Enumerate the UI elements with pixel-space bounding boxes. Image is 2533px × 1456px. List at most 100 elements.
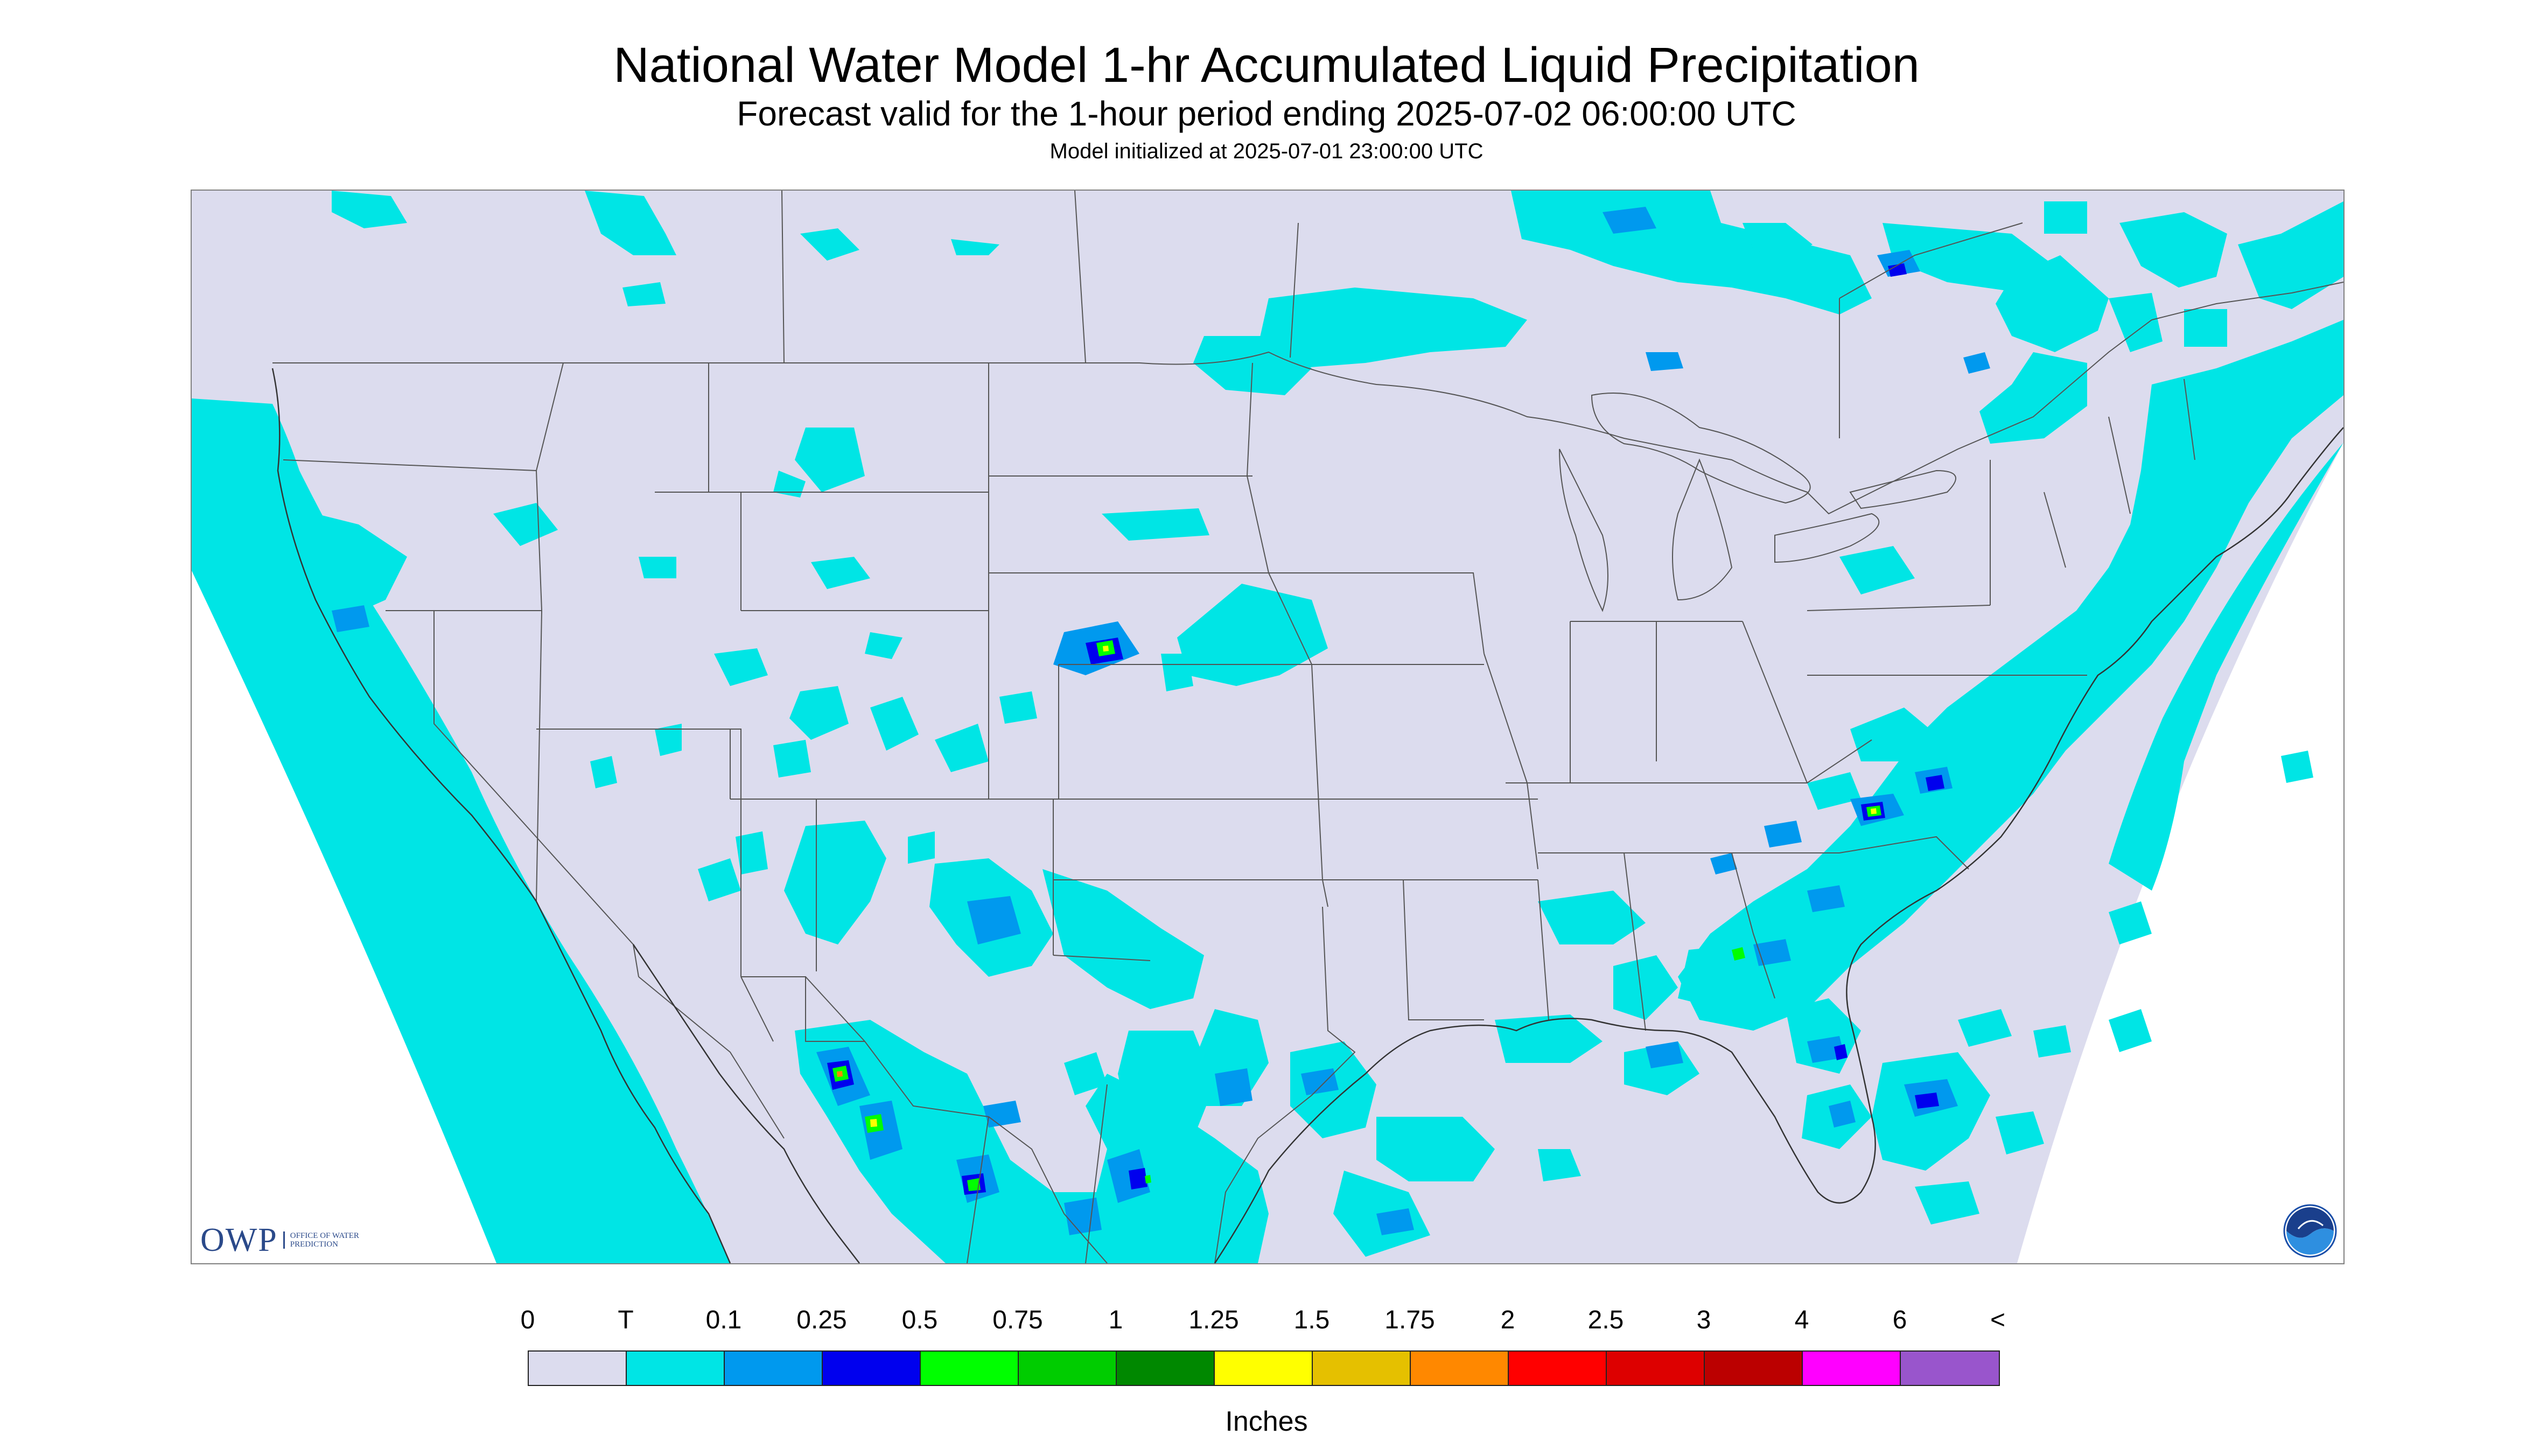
legend-label: 4	[1794, 1306, 1809, 1334]
legend-label: 2.5	[1587, 1306, 1624, 1334]
legend-label: 1	[1108, 1306, 1123, 1334]
state-boundaries	[272, 191, 2343, 1263]
intense-precip-cell	[967, 1178, 981, 1191]
intense-precip-cell	[1103, 646, 1109, 652]
heavy-precip-cell	[1926, 775, 1944, 791]
legend-swatch	[1705, 1352, 1803, 1385]
map-title: National Water Model 1-hr Accumulated Li…	[613, 38, 1920, 93]
precip-patch	[1102, 508, 1209, 541]
legend-label: 0	[520, 1306, 535, 1334]
precip-patch	[951, 239, 999, 255]
precip-cell	[1710, 853, 1737, 874]
precip-cell	[1376, 1208, 1414, 1235]
precip-cell	[1807, 885, 1845, 912]
legend-swatch	[1509, 1352, 1607, 1385]
precip-patch	[2109, 901, 2152, 944]
precip-patch	[736, 831, 768, 874]
precip-patch	[655, 724, 682, 756]
precip-cell	[1107, 1149, 1150, 1203]
legend-label: 1.25	[1188, 1306, 1239, 1334]
precip-patch	[795, 1020, 1269, 1263]
precip-cell	[967, 896, 1021, 944]
precip-patch	[714, 648, 768, 686]
precip-cell	[332, 605, 369, 632]
intense-precip-cell	[837, 1071, 843, 1077]
legend-swatch	[1607, 1352, 1705, 1385]
precip-patch	[585, 191, 676, 255]
legend-swatch	[1313, 1352, 1411, 1385]
precip-patch	[332, 191, 407, 228]
precipitation-map[interactable]	[191, 190, 2345, 1264]
coastlines	[271, 368, 2343, 1263]
precip-patch	[773, 471, 806, 498]
legend-swatch	[1411, 1352, 1509, 1385]
precip-patch	[2109, 293, 2163, 352]
owp-logo: OWP OFFICE OF WATER PREDICTION	[200, 1221, 360, 1259]
owp-logo-text: OWP	[200, 1221, 278, 1258]
heavy-precip-cell	[1915, 1093, 1939, 1109]
heavy-precip-cell	[1129, 1168, 1147, 1189]
owp-logo-subtext: OFFICE OF WATER PREDICTION	[283, 1231, 360, 1249]
legend-units: Inches	[1225, 1406, 1308, 1437]
intense-precip-cell	[870, 1119, 877, 1127]
precip-patch	[1743, 223, 1813, 261]
legend-label: 2	[1500, 1306, 1515, 1334]
precip-patch	[1996, 255, 2109, 352]
precip-cell	[983, 1101, 1021, 1128]
legend-swatch	[529, 1352, 627, 1385]
map-subtitle: Forecast valid for the 1-hour period end…	[737, 94, 1796, 133]
precip-patch	[1979, 352, 2087, 444]
precip-cell	[1753, 939, 1791, 966]
legend-swatch	[921, 1352, 1019, 1385]
precip-patch	[1613, 955, 1678, 1020]
legend-label: 0.75	[992, 1306, 1043, 1334]
east-edge-band	[2109, 443, 2343, 891]
precip-patch	[795, 428, 865, 492]
precip-patch	[800, 228, 859, 261]
legend-swatch	[1901, 1352, 1999, 1385]
precip-cell	[1301, 1068, 1339, 1095]
precip-cell	[1963, 352, 1990, 374]
precip-patch	[789, 686, 849, 740]
legend-swatch	[1803, 1352, 1901, 1385]
color-legend	[528, 1350, 2000, 1386]
precip-patch	[1538, 891, 1646, 944]
legend-swatch	[1117, 1352, 1215, 1385]
precip-patch	[2184, 309, 2227, 347]
precip-cell	[1646, 352, 1683, 371]
precip-cell	[1215, 1068, 1252, 1106]
precip-patch	[2033, 1025, 2071, 1058]
legend-swatch	[1019, 1352, 1117, 1385]
precip-patch	[1177, 584, 1328, 686]
precip-patch	[2044, 201, 2087, 234]
legend-labels: 0 T 0.1 0.25 0.5 0.75 1 1.25 1.5 1.75 2 2.5 3 4 6 <	[0, 1305, 2533, 1338]
precip-patch	[1538, 1149, 1581, 1181]
pacific-precip-band	[192, 398, 730, 1263]
precip-patch	[1161, 654, 1193, 691]
precip-patch	[493, 503, 558, 546]
precip-patch	[1064, 1052, 1107, 1095]
precip-patch	[865, 632, 902, 659]
intense-precip-cell	[1732, 947, 1745, 961]
precip-patch	[1807, 772, 1861, 810]
precip-cell	[1603, 207, 1656, 234]
heavy-precip-cell	[1834, 1044, 1848, 1060]
precip-patch	[2238, 201, 2343, 309]
legend-swatch	[823, 1352, 921, 1385]
precip-cell	[1764, 821, 1802, 848]
model-init-time: Model initialized at 2025-07-01 23:00:00…	[1049, 139, 1484, 163]
precip-patch	[639, 557, 676, 578]
precip-patch	[1258, 288, 1527, 368]
precip-patch	[1958, 1009, 2012, 1047]
legend-label: 3	[1696, 1306, 1711, 1334]
precip-cell	[1829, 1101, 1856, 1128]
precip-patch	[2109, 1009, 2152, 1052]
legend-swatch	[1215, 1352, 1313, 1385]
legend-label: <	[1990, 1306, 2006, 1334]
legend-label: 6	[1892, 1306, 1907, 1334]
intense-precip-cell	[1145, 1175, 1151, 1184]
precip-patch	[1495, 1014, 1603, 1063]
precip-patch	[622, 282, 666, 306]
legend-label: 0.25	[796, 1306, 847, 1334]
intense-precip-cell	[1871, 808, 1877, 814]
